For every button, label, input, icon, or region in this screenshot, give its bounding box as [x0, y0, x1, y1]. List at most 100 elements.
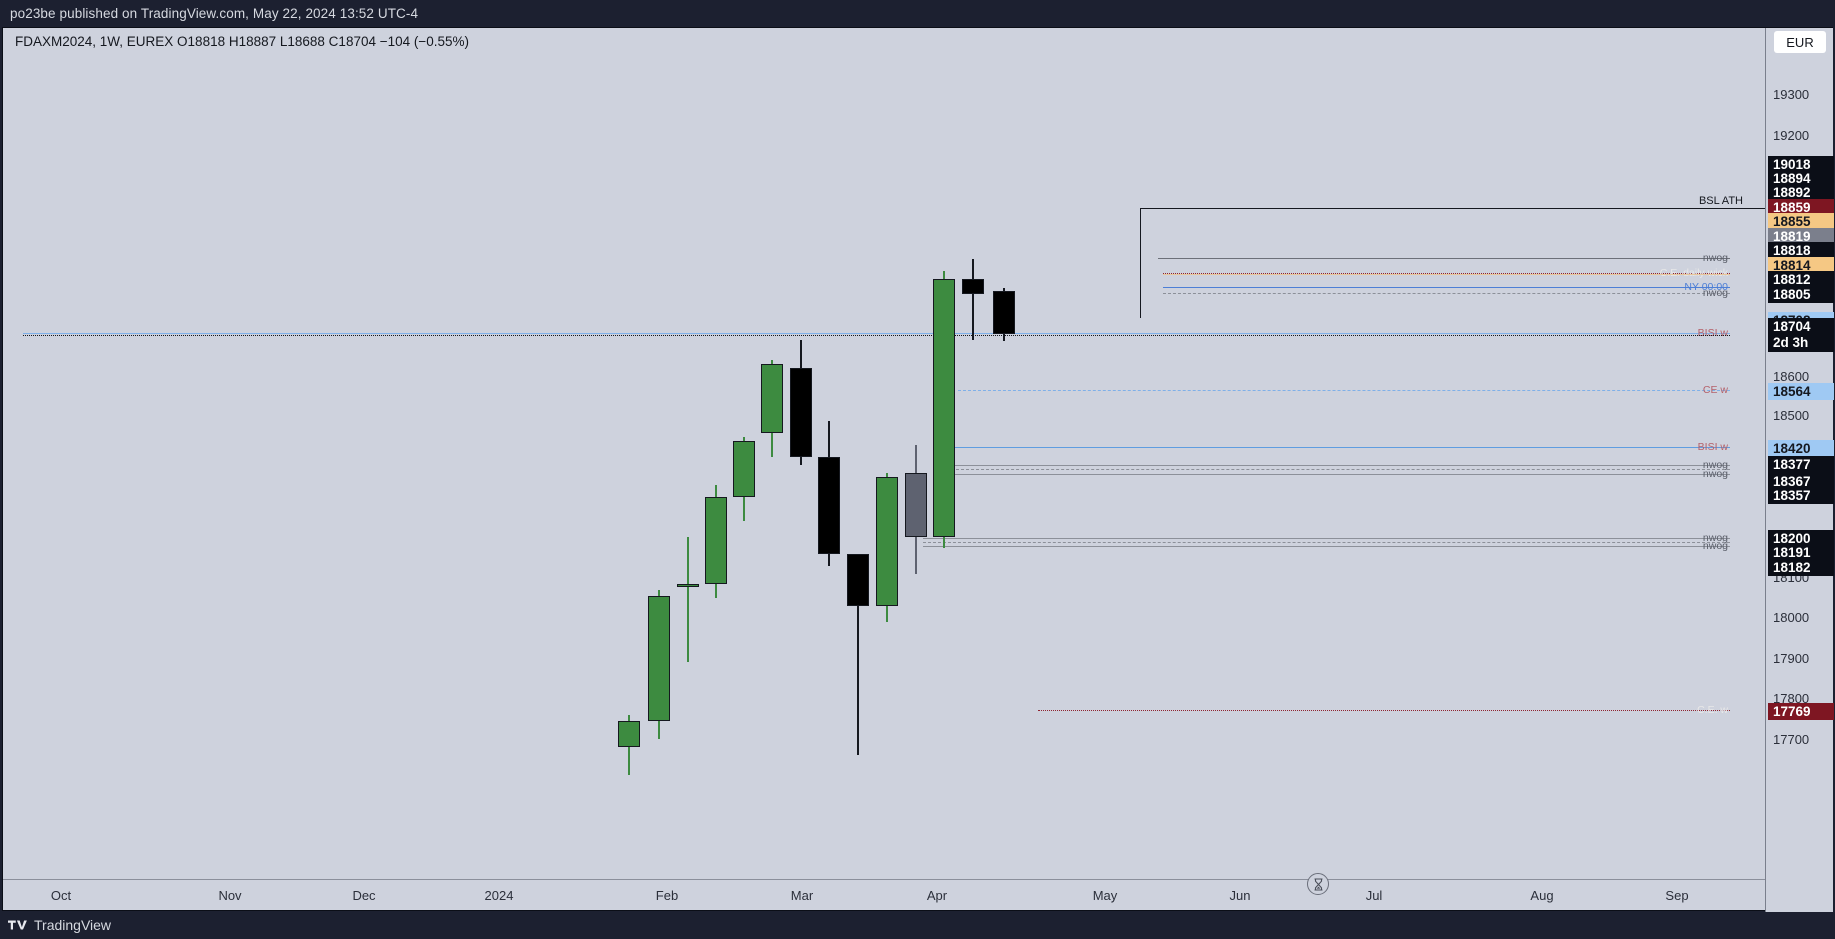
drawing-label: BISI w: [1697, 327, 1728, 339]
drawing-ny-midnight[interactable]: [1163, 287, 1730, 288]
price-label[interactable]: 18892: [1768, 184, 1834, 201]
drawing-bisi-w-18420[interactable]: [933, 447, 1730, 448]
price-scale[interactable]: EUR 19300 19200 18600 18500 18100 18000 17900 1…: [1765, 28, 1834, 912]
candle-body[interactable]: [677, 583, 699, 587]
drawing-nwog-18818[interactable]: [1158, 258, 1730, 259]
price-label-value: 18819: [1773, 229, 1811, 244]
price-label[interactable]: 18855: [1768, 213, 1834, 230]
drawing-nwog-18191-dash[interactable]: [923, 542, 1730, 543]
price-label[interactable]: 18420: [1768, 440, 1834, 457]
candle-body[interactable]: [790, 368, 812, 457]
drawing-label: nwog: [1702, 287, 1728, 299]
price-label-value: 18805: [1773, 287, 1811, 302]
currency-badge[interactable]: EUR: [1774, 31, 1826, 53]
price-tick: 18000: [1773, 609, 1810, 625]
price-label[interactable]: 18805: [1768, 286, 1834, 303]
legend-text: FDAXM2024, 1W, EUREX O18818 H18887 L1868…: [15, 34, 470, 49]
price-label[interactable]: 18704 2d 3h: [1768, 318, 1834, 352]
drawing-bisi-w-dotted[interactable]: [23, 335, 1730, 336]
price-label[interactable]: 19018: [1768, 156, 1834, 173]
price-label[interactable]: 18564: [1768, 383, 1834, 400]
time-tick: Dec: [352, 888, 376, 903]
candle-body[interactable]: [933, 279, 955, 538]
chart-plot-area[interactable]: nwog C.E. daily wick NY 00:00 nwog BISI w CE …: [3, 28, 1765, 879]
footer-bar: TradingView: [0, 911, 1835, 939]
price-label[interactable]: 18357: [1768, 487, 1834, 504]
price-label-countdown: 2d 3h: [1773, 335, 1809, 350]
chart-canvas[interactable]: nwog C.E. daily wick NY 00:00 nwog BISI w CE …: [3, 28, 1765, 879]
candle-body[interactable]: [962, 279, 984, 294]
drawing-label: CE w: [1702, 384, 1728, 396]
drawing-ce-daily-wick[interactable]: [1163, 273, 1730, 274]
time-tick: Jun: [1229, 888, 1251, 903]
price-label[interactable]: 18182: [1768, 559, 1834, 576]
time-tick: Aug: [1530, 888, 1554, 903]
drawing-bsl-ath-box[interactable]: [1140, 208, 1765, 318]
tradingview-logo-icon: [8, 920, 27, 930]
time-tick: Mar: [790, 888, 814, 903]
drawing-nwog-18377[interactable]: [951, 465, 1730, 466]
price-label[interactable]: 18367: [1768, 473, 1834, 490]
time-tick: Feb: [655, 888, 679, 903]
price-label[interactable]: 18819: [1768, 228, 1834, 245]
price-label[interactable]: 18818: [1768, 242, 1834, 259]
drawing-ce-w-17769[interactable]: [1038, 710, 1730, 711]
candle-body[interactable]: [905, 472, 927, 538]
price-label[interactable]: 18859: [1768, 199, 1834, 216]
price-label[interactable]: 18191: [1768, 544, 1834, 561]
price-tick: 18600: [1773, 368, 1810, 384]
time-tick: Jul: [1365, 888, 1383, 903]
drawing-bisi-w-18704[interactable]: [23, 333, 1730, 334]
drawing-label: C.E. w: [1697, 704, 1728, 716]
price-label-value: 18859: [1773, 200, 1811, 215]
price-label-value: 18812: [1773, 272, 1811, 287]
drawing-label: BISI w: [1697, 441, 1728, 453]
drawing-label-bsl-ath: BSL ATH: [1698, 195, 1743, 207]
drawing-label: nwog: [1702, 532, 1728, 544]
price-tick: 17900: [1773, 650, 1810, 666]
drawing-nwog-18200[interactable]: [923, 538, 1730, 539]
candle-body[interactable]: [618, 720, 640, 748]
price-label[interactable]: 18894: [1768, 170, 1834, 187]
price-label-value: 18818: [1773, 243, 1811, 258]
candle-body[interactable]: [993, 290, 1015, 335]
price-tick: 17800: [1773, 690, 1810, 706]
drawing-nwog-18182[interactable]: [923, 546, 1730, 547]
chart-legend[interactable]: FDAXM2024, 1W, EUREX O18818 H18887 L1868…: [15, 34, 469, 49]
price-label[interactable]: 18814: [1768, 257, 1834, 274]
price-label-value: 18377: [1773, 457, 1811, 472]
drawing-ce-daily-wick-band[interactable]: [1163, 274, 1730, 275]
time-tick: Sep: [1665, 888, 1689, 903]
price-label-value: 18200: [1773, 531, 1811, 546]
drawing-label: nwog: [1702, 468, 1728, 480]
price-tick: 19200: [1773, 127, 1810, 143]
candle-body[interactable]: [876, 476, 898, 606]
price-label-value: 19018: [1773, 157, 1811, 172]
price-label[interactable]: 17769: [1768, 703, 1834, 720]
drawing-ce-w-18564[interactable]: [958, 390, 1730, 391]
drawing-label: C.E. daily wick: [1659, 267, 1728, 279]
price-label[interactable]: 18200: [1768, 530, 1834, 547]
candle-body[interactable]: [847, 553, 869, 606]
candle-body[interactable]: [648, 595, 670, 721]
price-label-value: 18191: [1773, 545, 1811, 560]
drawing-nwog-18367-dash[interactable]: [951, 469, 1730, 470]
drawing-nwog-18805[interactable]: [1163, 293, 1730, 294]
price-label-value: 18182: [1773, 560, 1811, 575]
candle-body[interactable]: [761, 364, 783, 433]
countdown-hourglass-icon[interactable]: [1307, 873, 1329, 895]
candle-body[interactable]: [705, 497, 727, 584]
price-label-value: 18564: [1773, 384, 1811, 399]
drawing-label: NY 00:00: [1684, 281, 1728, 293]
publisher-text: po23be published on TradingView.com, May…: [10, 6, 419, 21]
price-label-value: 18855: [1773, 214, 1811, 229]
price-label[interactable]: 18377: [1768, 456, 1834, 473]
candle-body[interactable]: [818, 456, 840, 554]
time-scale[interactable]: Oct Nov Dec 2024 Feb Mar Apr May Jun Jul Aug Sep: [3, 879, 1765, 911]
candle-wick: [972, 259, 974, 340]
price-label[interactable]: 18812: [1768, 271, 1834, 288]
chart-frame: nwog C.E. daily wick NY 00:00 nwog BISI w CE …: [2, 27, 1834, 912]
candle-body[interactable]: [733, 440, 755, 498]
drawing-nwog-18357[interactable]: [951, 474, 1730, 475]
